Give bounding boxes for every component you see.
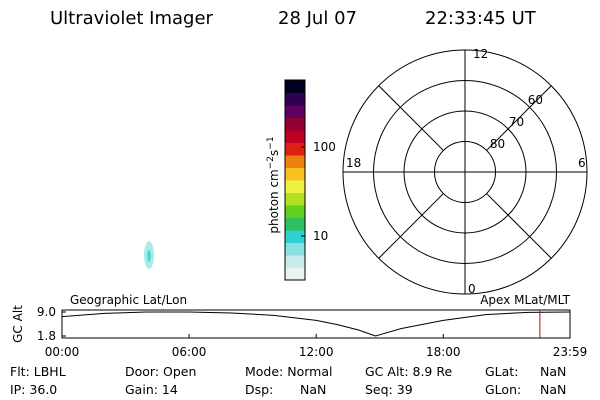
mlt-label: 18	[346, 156, 361, 170]
timeline-right-label: Apex MLat/MLT	[480, 293, 570, 307]
colorbar-segment	[285, 167, 305, 181]
info-field: Dsp:	[245, 382, 273, 397]
info-field: GLon:	[485, 382, 521, 397]
colorbar-tick-label: 100	[313, 140, 336, 154]
x-tick-label: 18:00	[426, 345, 461, 359]
polar-diagonal	[379, 194, 444, 259]
colorbar-segment	[285, 180, 305, 193]
title: Ultraviolet Imager	[50, 8, 214, 29]
polar-diagonal	[379, 86, 444, 151]
colorbar-frame	[285, 80, 305, 280]
timeline-y-label: GC Alt	[11, 305, 25, 343]
info-field: IP: 36.0	[10, 382, 57, 397]
aurora-core	[147, 250, 151, 262]
info-field: NaN	[300, 382, 326, 397]
mlt-label: 0	[468, 282, 476, 296]
colorbar-segment	[285, 242, 305, 256]
info-field: Flt: LBHL	[10, 364, 66, 379]
colorbar-segment	[285, 255, 305, 268]
info-field: Seq: 39	[365, 382, 413, 397]
date: 28 Jul 07	[278, 8, 357, 29]
colorbar-segment	[285, 80, 305, 93]
colorbar-segment	[285, 155, 305, 168]
x-tick-label: 00:00	[45, 345, 80, 359]
altitude-curve	[62, 312, 570, 336]
info-field: GLat:	[485, 364, 518, 379]
info-field: Door: Open	[125, 364, 196, 379]
colorbar-segment	[285, 192, 305, 206]
info-field: Gain: 14	[125, 382, 178, 397]
x-tick-label: 23:59	[553, 345, 588, 359]
ring-label: 80	[490, 137, 505, 151]
info-field: NaN	[540, 382, 566, 397]
colorbar-segment	[285, 105, 305, 118]
y-tick-label: 9.0	[37, 305, 56, 319]
colorbar-segment	[285, 142, 305, 156]
polar-diagonal	[487, 86, 552, 151]
y-tick-label: 1.8	[37, 329, 56, 343]
ring-label: 70	[509, 115, 524, 129]
mlt-label: 12	[473, 47, 488, 61]
x-tick-label: 12:00	[299, 345, 334, 359]
x-tick-label: 06:00	[172, 345, 207, 359]
polar-diagonal	[487, 194, 552, 259]
info-field: NaN	[540, 364, 566, 379]
mlt-label: 6	[578, 156, 586, 170]
colorbar-label: photon cm−2s−1	[266, 136, 281, 233]
timeline-left-label: Geographic Lat/Lon	[70, 293, 187, 307]
info-field: GC Alt: 8.9 Re	[365, 364, 452, 379]
colorbar-segment	[285, 205, 305, 218]
colorbar-segment	[285, 130, 305, 143]
colorbar-segment	[285, 117, 305, 131]
time: 22:33:45 UT	[425, 8, 537, 29]
info-field: Mode: Normal	[245, 364, 332, 379]
colorbar-segment	[285, 230, 305, 243]
colorbar-segment	[285, 217, 305, 231]
ring-label: 60	[528, 93, 543, 107]
colorbar-segment	[285, 92, 305, 106]
colorbar-segment	[285, 267, 305, 281]
colorbar-tick-label: 10	[313, 229, 328, 243]
